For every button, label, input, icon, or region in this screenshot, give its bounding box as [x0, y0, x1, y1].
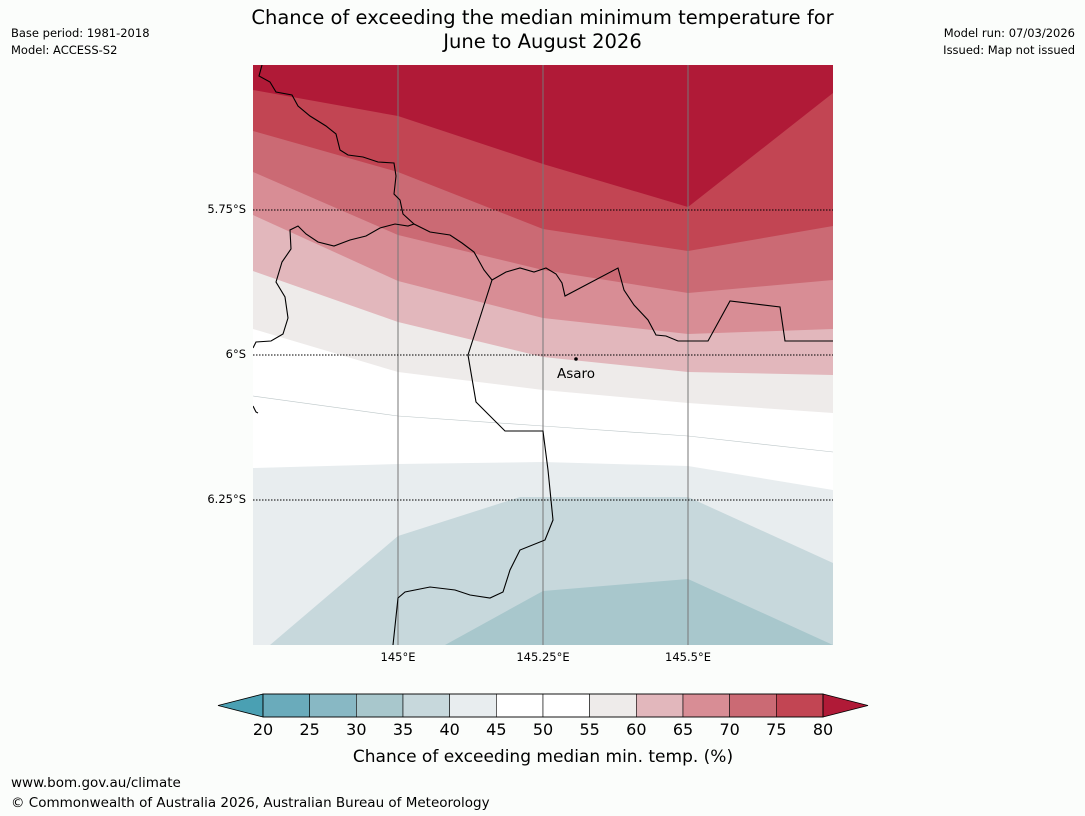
footer-copyright: © Commonwealth of Australia 2026, Austra…	[11, 795, 490, 811]
colorbar-cell	[776, 693, 824, 718]
colorbar-tick-label: 20	[253, 720, 273, 739]
meta-left: Base period: 1981-2018 Model: ACCESS-S2	[11, 25, 150, 59]
colorbar-tick-label: 35	[393, 720, 413, 739]
colorbar-cell	[402, 693, 450, 718]
map-title: Chance of exceeding the median minimum t…	[180, 6, 905, 54]
colorbar-label: Chance of exceeding median min. temp. (%…	[353, 747, 733, 767]
colorbar-outline	[262, 693, 824, 718]
lat-label: 6°S	[226, 347, 246, 361]
colorbar-tick-label: 25	[299, 720, 319, 739]
colorbar-tick-label: 60	[626, 720, 646, 739]
colorbar-tick-label: 45	[486, 720, 506, 739]
colorbar-tick-label: 50	[533, 720, 553, 739]
title-line-2: June to August 2026	[443, 30, 642, 53]
colorbar-tick-label: 70	[719, 720, 739, 739]
lon-label: 145.25°E	[516, 650, 569, 664]
colorbar-over-arrow	[822, 693, 869, 718]
colorbar-cell	[262, 693, 310, 718]
lat-label: 5.75°S	[207, 202, 246, 216]
colorbar-cell	[309, 693, 357, 718]
colorbar-cell	[682, 693, 730, 718]
colorbar-tick-label: 75	[766, 720, 786, 739]
colorbar-cell	[496, 693, 544, 718]
latitude-labels: 5.75°S 6°S 6.25°S	[207, 202, 246, 506]
colorbar-cell	[356, 693, 404, 718]
colorbar-cell	[636, 693, 684, 718]
lat-label: 6.25°S	[207, 492, 246, 506]
colorbar-ticks: 20 25 30 35 40 45 50 55 60 65 70 75 80	[253, 720, 833, 739]
colorbar-tick-label: 30	[346, 720, 366, 739]
base-period-text: Base period: 1981-2018	[11, 26, 150, 40]
model-run-text: Model run: 07/03/2026	[943, 26, 1075, 40]
town-dot	[574, 357, 578, 361]
colorbar-cell	[449, 693, 497, 718]
title-line-1: Chance of exceeding the median minimum t…	[251, 6, 834, 29]
lon-label: 145.5°E	[665, 650, 711, 664]
model-text: Model: ACCESS-S2	[11, 43, 118, 57]
colorbar-cell	[542, 693, 590, 718]
colorbar-tick-label: 80	[813, 720, 833, 739]
issued-text: Issued: Map not issued	[943, 43, 1075, 57]
colorbar-tick-label: 65	[673, 720, 693, 739]
colorbar-under-arrow	[217, 693, 264, 718]
band-25-30	[445, 579, 833, 645]
probability-field	[253, 65, 833, 645]
town-label: Asaro	[557, 366, 595, 382]
colorbar: 20 25 30 35 40 45 50 55 60 65 70 75 80 Chance of exc…	[217, 693, 869, 767]
town-marker: Asaro	[557, 357, 595, 382]
province-boundaries	[253, 65, 833, 645]
colorbar-tick-label: 55	[579, 720, 599, 739]
graticule	[253, 65, 833, 645]
colorbar-cell	[589, 693, 637, 718]
colorbar-cell	[729, 693, 777, 718]
colorbar-tick-label: 40	[439, 720, 459, 739]
colorbar-cells	[262, 693, 824, 718]
lon-label: 145°E	[381, 650, 416, 664]
meta-right: Model run: 07/03/2026 Issued: Map not is…	[943, 25, 1075, 59]
footer-url[interactable]: www.bom.gov.au/climate	[11, 775, 181, 791]
longitude-labels: 145°E 145.25°E 145.5°E	[381, 650, 711, 664]
